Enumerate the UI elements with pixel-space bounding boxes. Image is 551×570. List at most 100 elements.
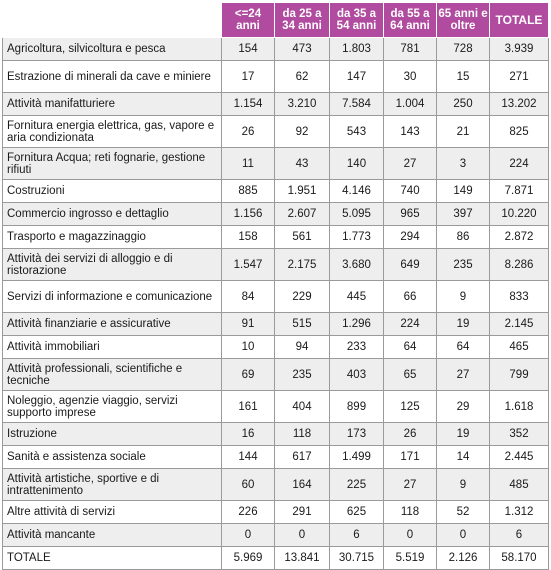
row-label: Costruzioni	[2, 179, 222, 203]
value-cell: 4.146	[329, 179, 384, 203]
row-label: Noleggio, agenzie viaggio, servizi suppo…	[2, 390, 222, 423]
value-cell: 21	[436, 115, 490, 148]
value-cell: 27	[383, 468, 437, 501]
row-label: Sanità e assistenza sociale	[2, 445, 222, 469]
value-cell: 1.312	[489, 500, 549, 524]
row-label: Attività mancante	[2, 523, 222, 547]
value-cell: 149	[436, 179, 490, 203]
value-cell: 9	[436, 280, 490, 313]
value-cell: 465	[489, 335, 549, 359]
value-cell: 6	[489, 523, 549, 547]
header-cell-total: TOTALE	[489, 2, 549, 38]
value-cell: 225	[329, 468, 384, 501]
value-cell: 43	[274, 147, 330, 180]
value-cell: 1.004	[383, 92, 437, 116]
table-row: Servizi di informazione e comunicazione 8…	[2, 280, 549, 313]
value-cell: 5.095	[329, 202, 384, 226]
value-cell: 11	[221, 147, 275, 180]
value-cell: 833	[489, 280, 549, 313]
value-cell: 1.296	[329, 312, 384, 336]
value-cell: 66	[383, 280, 437, 313]
value-cell: 69	[221, 358, 275, 391]
table-row: Attività dei servizi di alloggio e di ri…	[2, 248, 549, 281]
value-cell: 235	[436, 248, 490, 281]
table-row: Fornitura energia elettrica, gas, vapore…	[2, 115, 549, 148]
value-cell: 543	[329, 115, 384, 148]
table-row: Estrazione di minerali da cave e miniere…	[2, 60, 549, 93]
value-cell: 19	[436, 312, 490, 336]
value-cell: 84	[221, 280, 275, 313]
value-cell: 445	[329, 280, 384, 313]
value-cell: 250	[436, 92, 490, 116]
value-cell: 224	[383, 312, 437, 336]
value-cell: 26	[221, 115, 275, 148]
value-cell: 15	[436, 60, 490, 93]
value-cell: 27	[436, 358, 490, 391]
value-cell: 473	[274, 37, 330, 61]
header-cell: da 55 a 64 anni	[383, 2, 437, 38]
value-cell: 161	[221, 390, 275, 423]
value-cell: 2.126	[436, 546, 490, 570]
value-cell: 1.803	[329, 37, 384, 61]
value-cell: 58.170	[489, 546, 549, 570]
value-cell: 26	[383, 422, 437, 446]
value-cell: 1.951	[274, 179, 330, 203]
value-cell: 9	[436, 468, 490, 501]
value-cell: 154	[221, 37, 275, 61]
value-cell: 30.715	[329, 546, 384, 570]
value-cell: 64	[383, 335, 437, 359]
value-cell: 781	[383, 37, 437, 61]
value-cell: 94	[274, 335, 330, 359]
value-cell: 91	[221, 312, 275, 336]
row-label: TOTALE	[2, 546, 222, 570]
value-cell: 173	[329, 422, 384, 446]
value-cell: 352	[489, 422, 549, 446]
value-cell: 27	[383, 147, 437, 180]
value-cell: 65	[383, 358, 437, 391]
value-cell: 515	[274, 312, 330, 336]
value-cell: 2.607	[274, 202, 330, 226]
value-cell: 147	[329, 60, 384, 93]
value-cell: 0	[274, 523, 330, 547]
value-cell: 92	[274, 115, 330, 148]
table-row: Fornitura Acqua; reti fognarie, gestione…	[2, 147, 549, 180]
value-cell: 30	[383, 60, 437, 93]
value-cell: 229	[274, 280, 330, 313]
value-cell: 224	[489, 147, 549, 180]
value-cell: 19	[436, 422, 490, 446]
total-row: TOTALE 5.969 13.841 30.715 5.519 2.126 58.170	[2, 546, 549, 570]
value-cell: 2.145	[489, 312, 549, 336]
value-cell: 965	[383, 202, 437, 226]
value-cell: 271	[489, 60, 549, 93]
row-label: Attività manifatturiere	[2, 92, 222, 116]
row-label: Altre attività di servizi	[2, 500, 222, 524]
value-cell: 617	[274, 445, 330, 469]
table-row: Attività immobiliari 10 94 233 64 64 465	[2, 335, 549, 359]
row-label: Estrazione di minerali da cave e miniere	[2, 60, 222, 93]
value-cell: 164	[274, 468, 330, 501]
row-label: Istruzione	[2, 422, 222, 446]
table-row: Trasporto e magazzinaggio 158 561 1.773 294 8…	[2, 225, 549, 249]
table-row: Attività mancante 0 0 6 0 0 6	[2, 523, 549, 547]
value-cell: 403	[329, 358, 384, 391]
value-cell: 118	[274, 422, 330, 446]
value-cell: 143	[383, 115, 437, 148]
value-cell: 649	[383, 248, 437, 281]
value-cell: 1.618	[489, 390, 549, 423]
value-cell: 7.871	[489, 179, 549, 203]
value-cell: 86	[436, 225, 490, 249]
value-cell: 825	[489, 115, 549, 148]
value-cell: 397	[436, 202, 490, 226]
value-cell: 0	[436, 523, 490, 547]
value-cell: 885	[221, 179, 275, 203]
value-cell: 1.154	[221, 92, 275, 116]
row-label: Attività artistiche, sportive e di intra…	[2, 468, 222, 501]
value-cell: 3	[436, 147, 490, 180]
row-label: Attività finanziarie e assicurative	[2, 312, 222, 336]
header-cell: 65 anni e oltre	[436, 2, 490, 38]
table-row: Altre attività di servizi 226 291 625 118 52 1…	[2, 500, 549, 524]
value-cell: 2.872	[489, 225, 549, 249]
value-cell: 125	[383, 390, 437, 423]
